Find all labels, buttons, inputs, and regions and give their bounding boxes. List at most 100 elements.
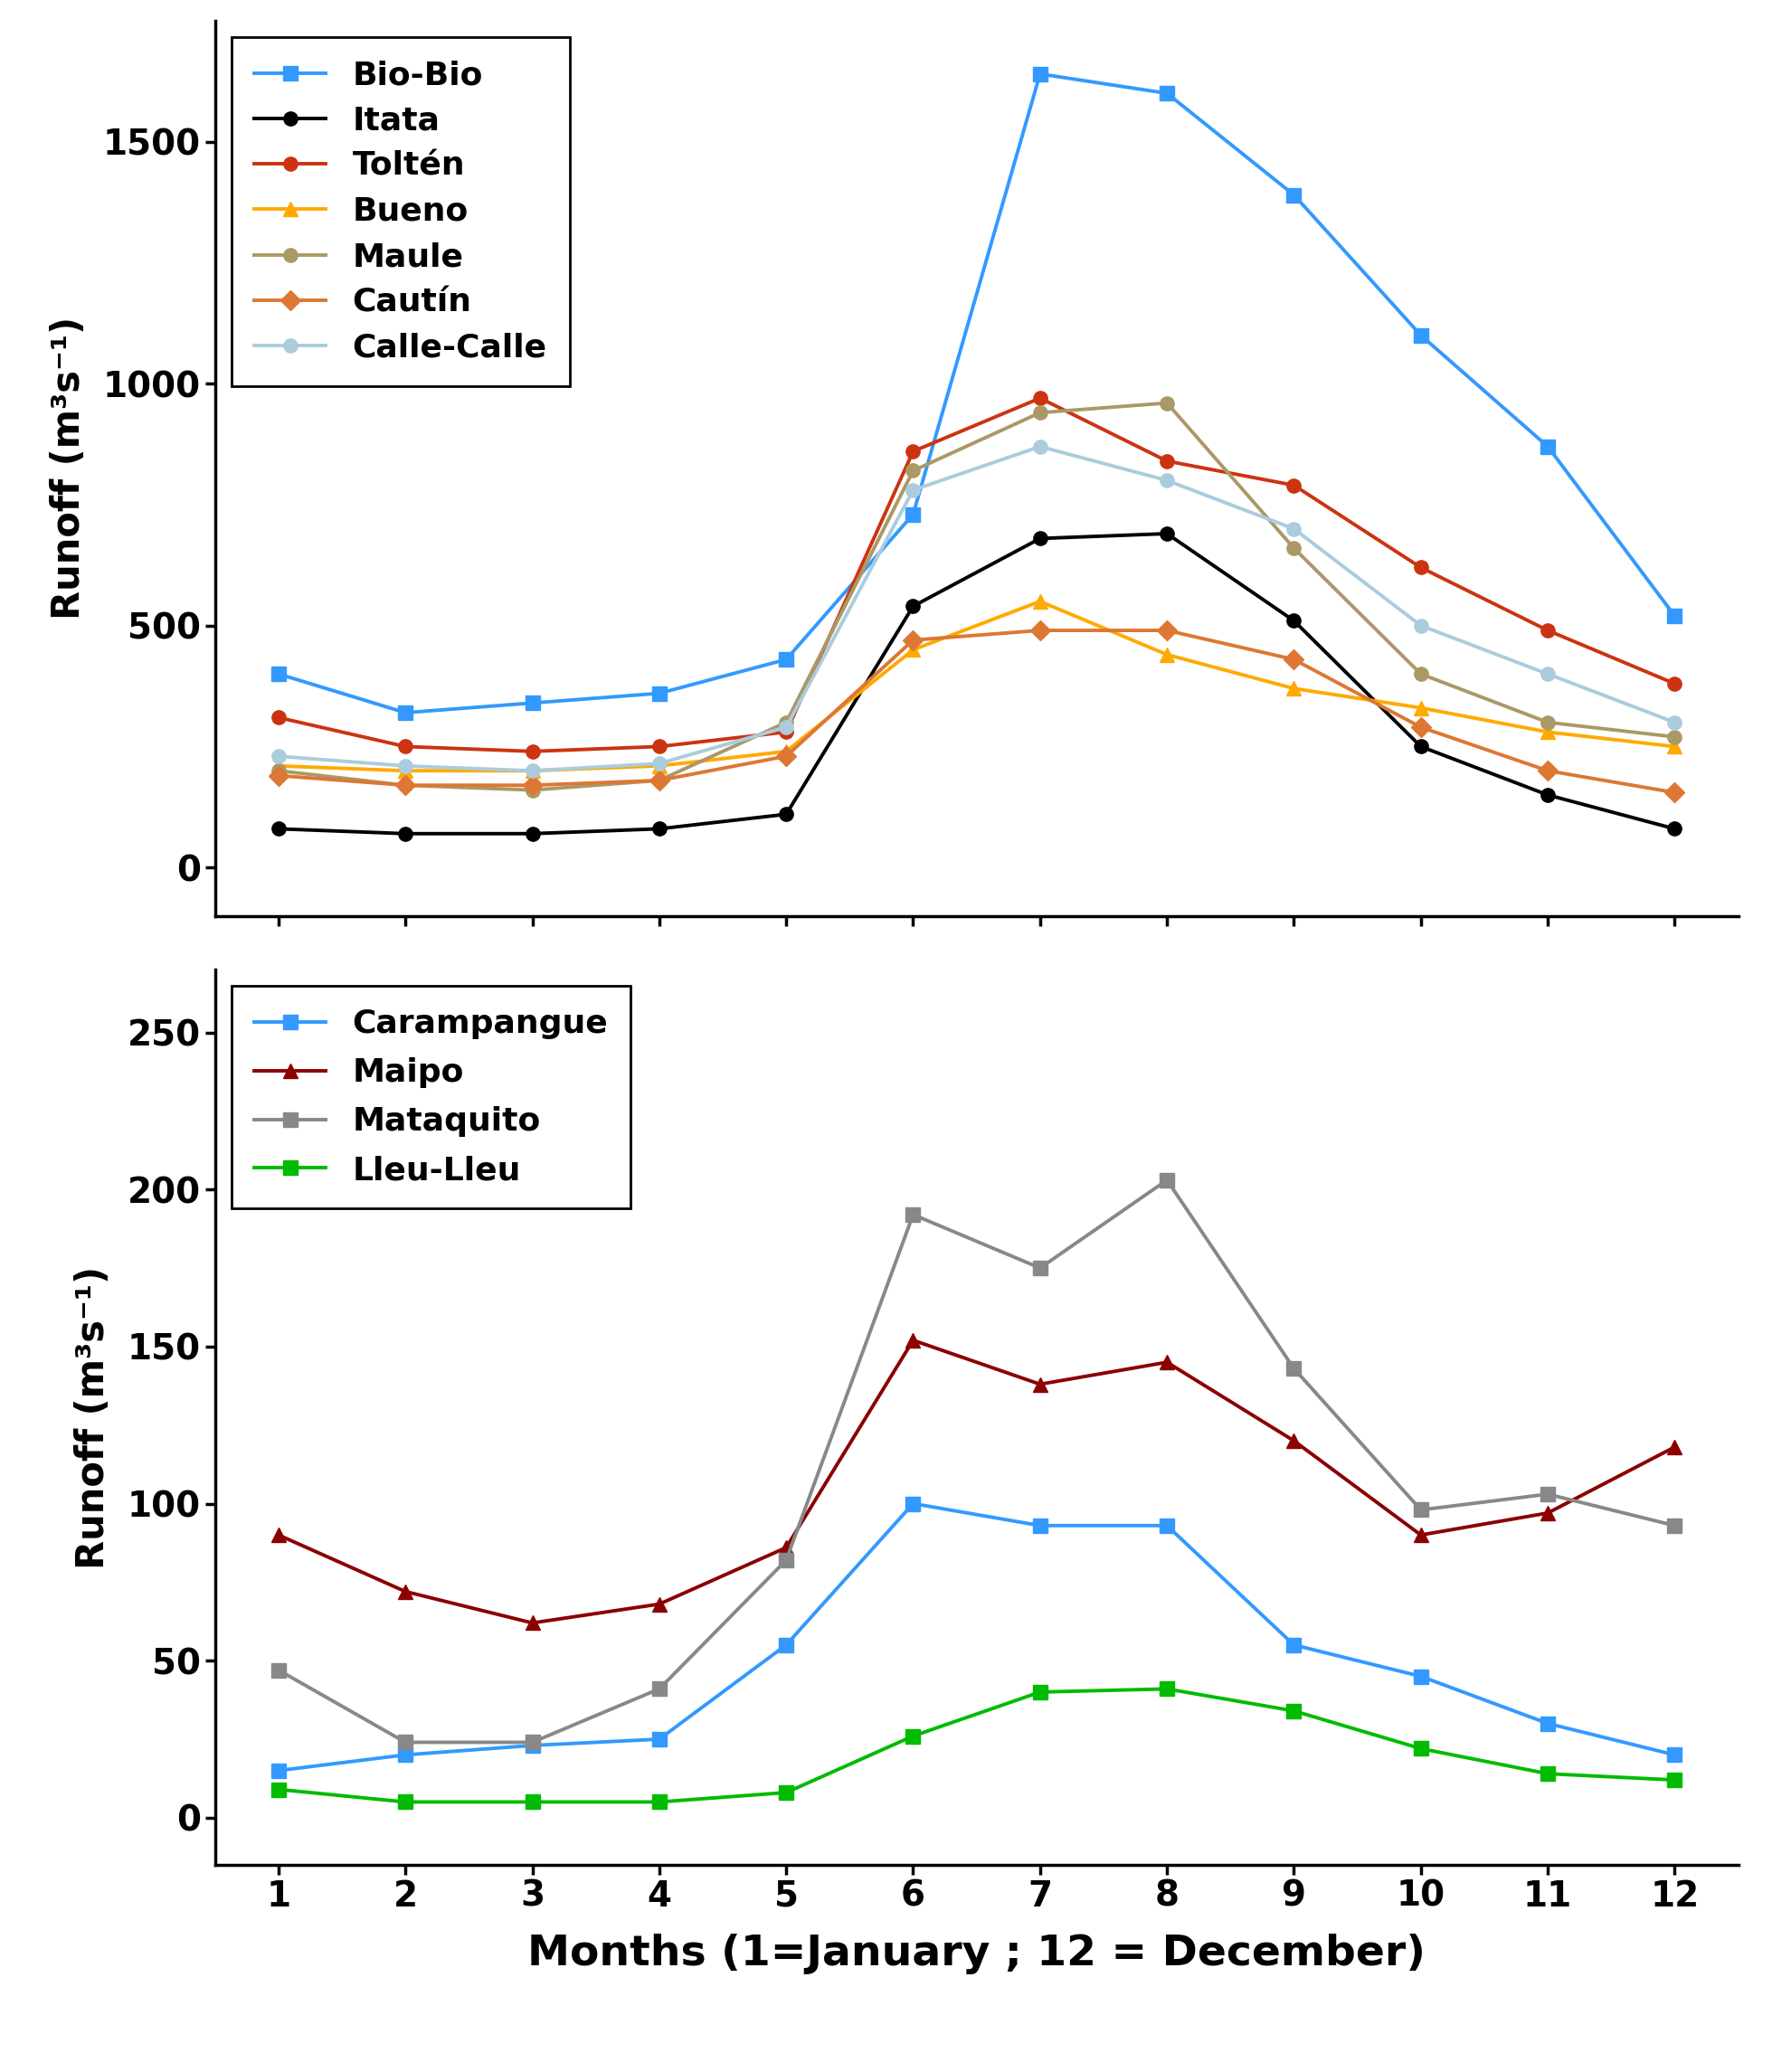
Bio-Bio — [776, 646, 797, 671]
Maule — [1664, 725, 1685, 750]
Line: Bueno: Bueno — [272, 595, 1680, 777]
Toltén — [648, 733, 670, 758]
Line: Bio-Bio: Bio-Bio — [272, 66, 1680, 719]
Mataquito — [1537, 1481, 1558, 1506]
Line: Maule: Maule — [272, 396, 1680, 798]
Calle-Calle — [521, 758, 543, 783]
Legend: Carampangue, Maipo, Mataquito, Lleu-Lleu: Carampangue, Maipo, Mataquito, Lleu-Lleu — [231, 986, 630, 1208]
Itata — [1282, 609, 1304, 634]
Toltén — [267, 704, 288, 729]
Mataquito — [648, 1676, 670, 1701]
Cautín — [1282, 646, 1304, 671]
Cautín — [521, 773, 543, 798]
X-axis label: Months (1=January ; 12 = December): Months (1=January ; 12 = December) — [527, 1933, 1426, 1975]
Maipo — [521, 1610, 543, 1635]
Calle-Calle — [648, 750, 670, 775]
Cautín — [1028, 617, 1050, 642]
Calle-Calle — [1410, 613, 1431, 638]
Maule — [903, 458, 924, 483]
Maipo — [267, 1523, 288, 1548]
Toltén — [1537, 617, 1558, 642]
Maule — [521, 777, 543, 802]
Toltén — [1664, 671, 1685, 696]
Legend: Bio-Bio, Itata, Toltén, Bueno, Maule, Cautín, Calle-Calle: Bio-Bio, Itata, Toltén, Bueno, Maule, Ca… — [231, 37, 570, 385]
Calle-Calle — [1664, 711, 1685, 736]
Itata — [1537, 783, 1558, 808]
Bueno — [1155, 642, 1177, 667]
Bio-Bio — [1155, 81, 1177, 106]
Itata — [648, 816, 670, 841]
Maule — [1155, 390, 1177, 414]
Bio-Bio — [903, 501, 924, 526]
Maipo — [903, 1328, 924, 1353]
Bueno — [1664, 733, 1685, 758]
Toltén — [903, 439, 924, 464]
Cautín — [1664, 779, 1685, 804]
Line: Mataquito: Mataquito — [272, 1173, 1680, 1749]
Maule — [1537, 711, 1558, 736]
Cautín — [267, 762, 288, 787]
Lleu-Lleu — [1664, 1767, 1685, 1792]
Calle-Calle — [1028, 435, 1050, 460]
Bio-Bio — [394, 700, 416, 725]
Maipo — [1410, 1523, 1431, 1548]
Lleu-Lleu — [521, 1790, 543, 1815]
Calle-Calle — [1155, 468, 1177, 493]
Mataquito — [1155, 1169, 1177, 1193]
Maule — [267, 758, 288, 783]
Mataquito — [1028, 1256, 1050, 1280]
Itata — [776, 802, 797, 827]
Carampangue — [1155, 1513, 1177, 1537]
Maipo — [776, 1535, 797, 1560]
Maule — [1028, 400, 1050, 425]
Line: Calle-Calle: Calle-Calle — [272, 439, 1680, 777]
Toltén — [1410, 555, 1431, 580]
Carampangue — [1537, 1711, 1558, 1736]
Cautín — [776, 744, 797, 769]
Toltén — [521, 740, 543, 765]
Calle-Calle — [776, 715, 797, 740]
Itata — [267, 816, 288, 841]
Mataquito — [521, 1730, 543, 1755]
Lleu-Lleu — [267, 1778, 288, 1803]
Itata — [1410, 733, 1431, 758]
Lleu-Lleu — [1028, 1680, 1050, 1705]
Line: Lleu-Lleu: Lleu-Lleu — [272, 1682, 1680, 1809]
Lleu-Lleu — [394, 1790, 416, 1815]
Toltén — [1028, 385, 1050, 410]
Bueno — [1028, 588, 1050, 613]
Calle-Calle — [1537, 661, 1558, 686]
Maule — [776, 711, 797, 736]
Itata — [394, 821, 416, 845]
Cautín — [1155, 617, 1177, 642]
Cautín — [394, 773, 416, 798]
Y-axis label: Runoff (m³s⁻¹): Runoff (m³s⁻¹) — [73, 1266, 113, 1569]
Maule — [648, 769, 670, 794]
Y-axis label: Runoff (m³s⁻¹): Runoff (m³s⁻¹) — [50, 317, 88, 620]
Calle-Calle — [394, 754, 416, 779]
Carampangue — [903, 1492, 924, 1517]
Cautín — [1410, 715, 1431, 740]
Mataquito — [1664, 1513, 1685, 1537]
Lleu-Lleu — [1155, 1676, 1177, 1701]
Carampangue — [1282, 1633, 1304, 1658]
Toltén — [394, 733, 416, 758]
Cautín — [903, 628, 924, 653]
Mataquito — [1410, 1498, 1431, 1523]
Bueno — [1410, 696, 1431, 721]
Bio-Bio — [648, 682, 670, 707]
Mataquito — [1282, 1355, 1304, 1380]
Bio-Bio — [1282, 182, 1304, 207]
Itata — [1155, 522, 1177, 547]
Line: Carampangue: Carampangue — [272, 1496, 1680, 1778]
Carampangue — [648, 1726, 670, 1751]
Maipo — [1155, 1349, 1177, 1374]
Line: Itata: Itata — [272, 526, 1680, 841]
Line: Maipo: Maipo — [272, 1334, 1680, 1631]
Bio-Bio — [1028, 62, 1050, 87]
Mataquito — [394, 1730, 416, 1755]
Bueno — [903, 638, 924, 663]
Carampangue — [394, 1743, 416, 1767]
Bio-Bio — [267, 661, 288, 686]
Toltén — [1282, 472, 1304, 497]
